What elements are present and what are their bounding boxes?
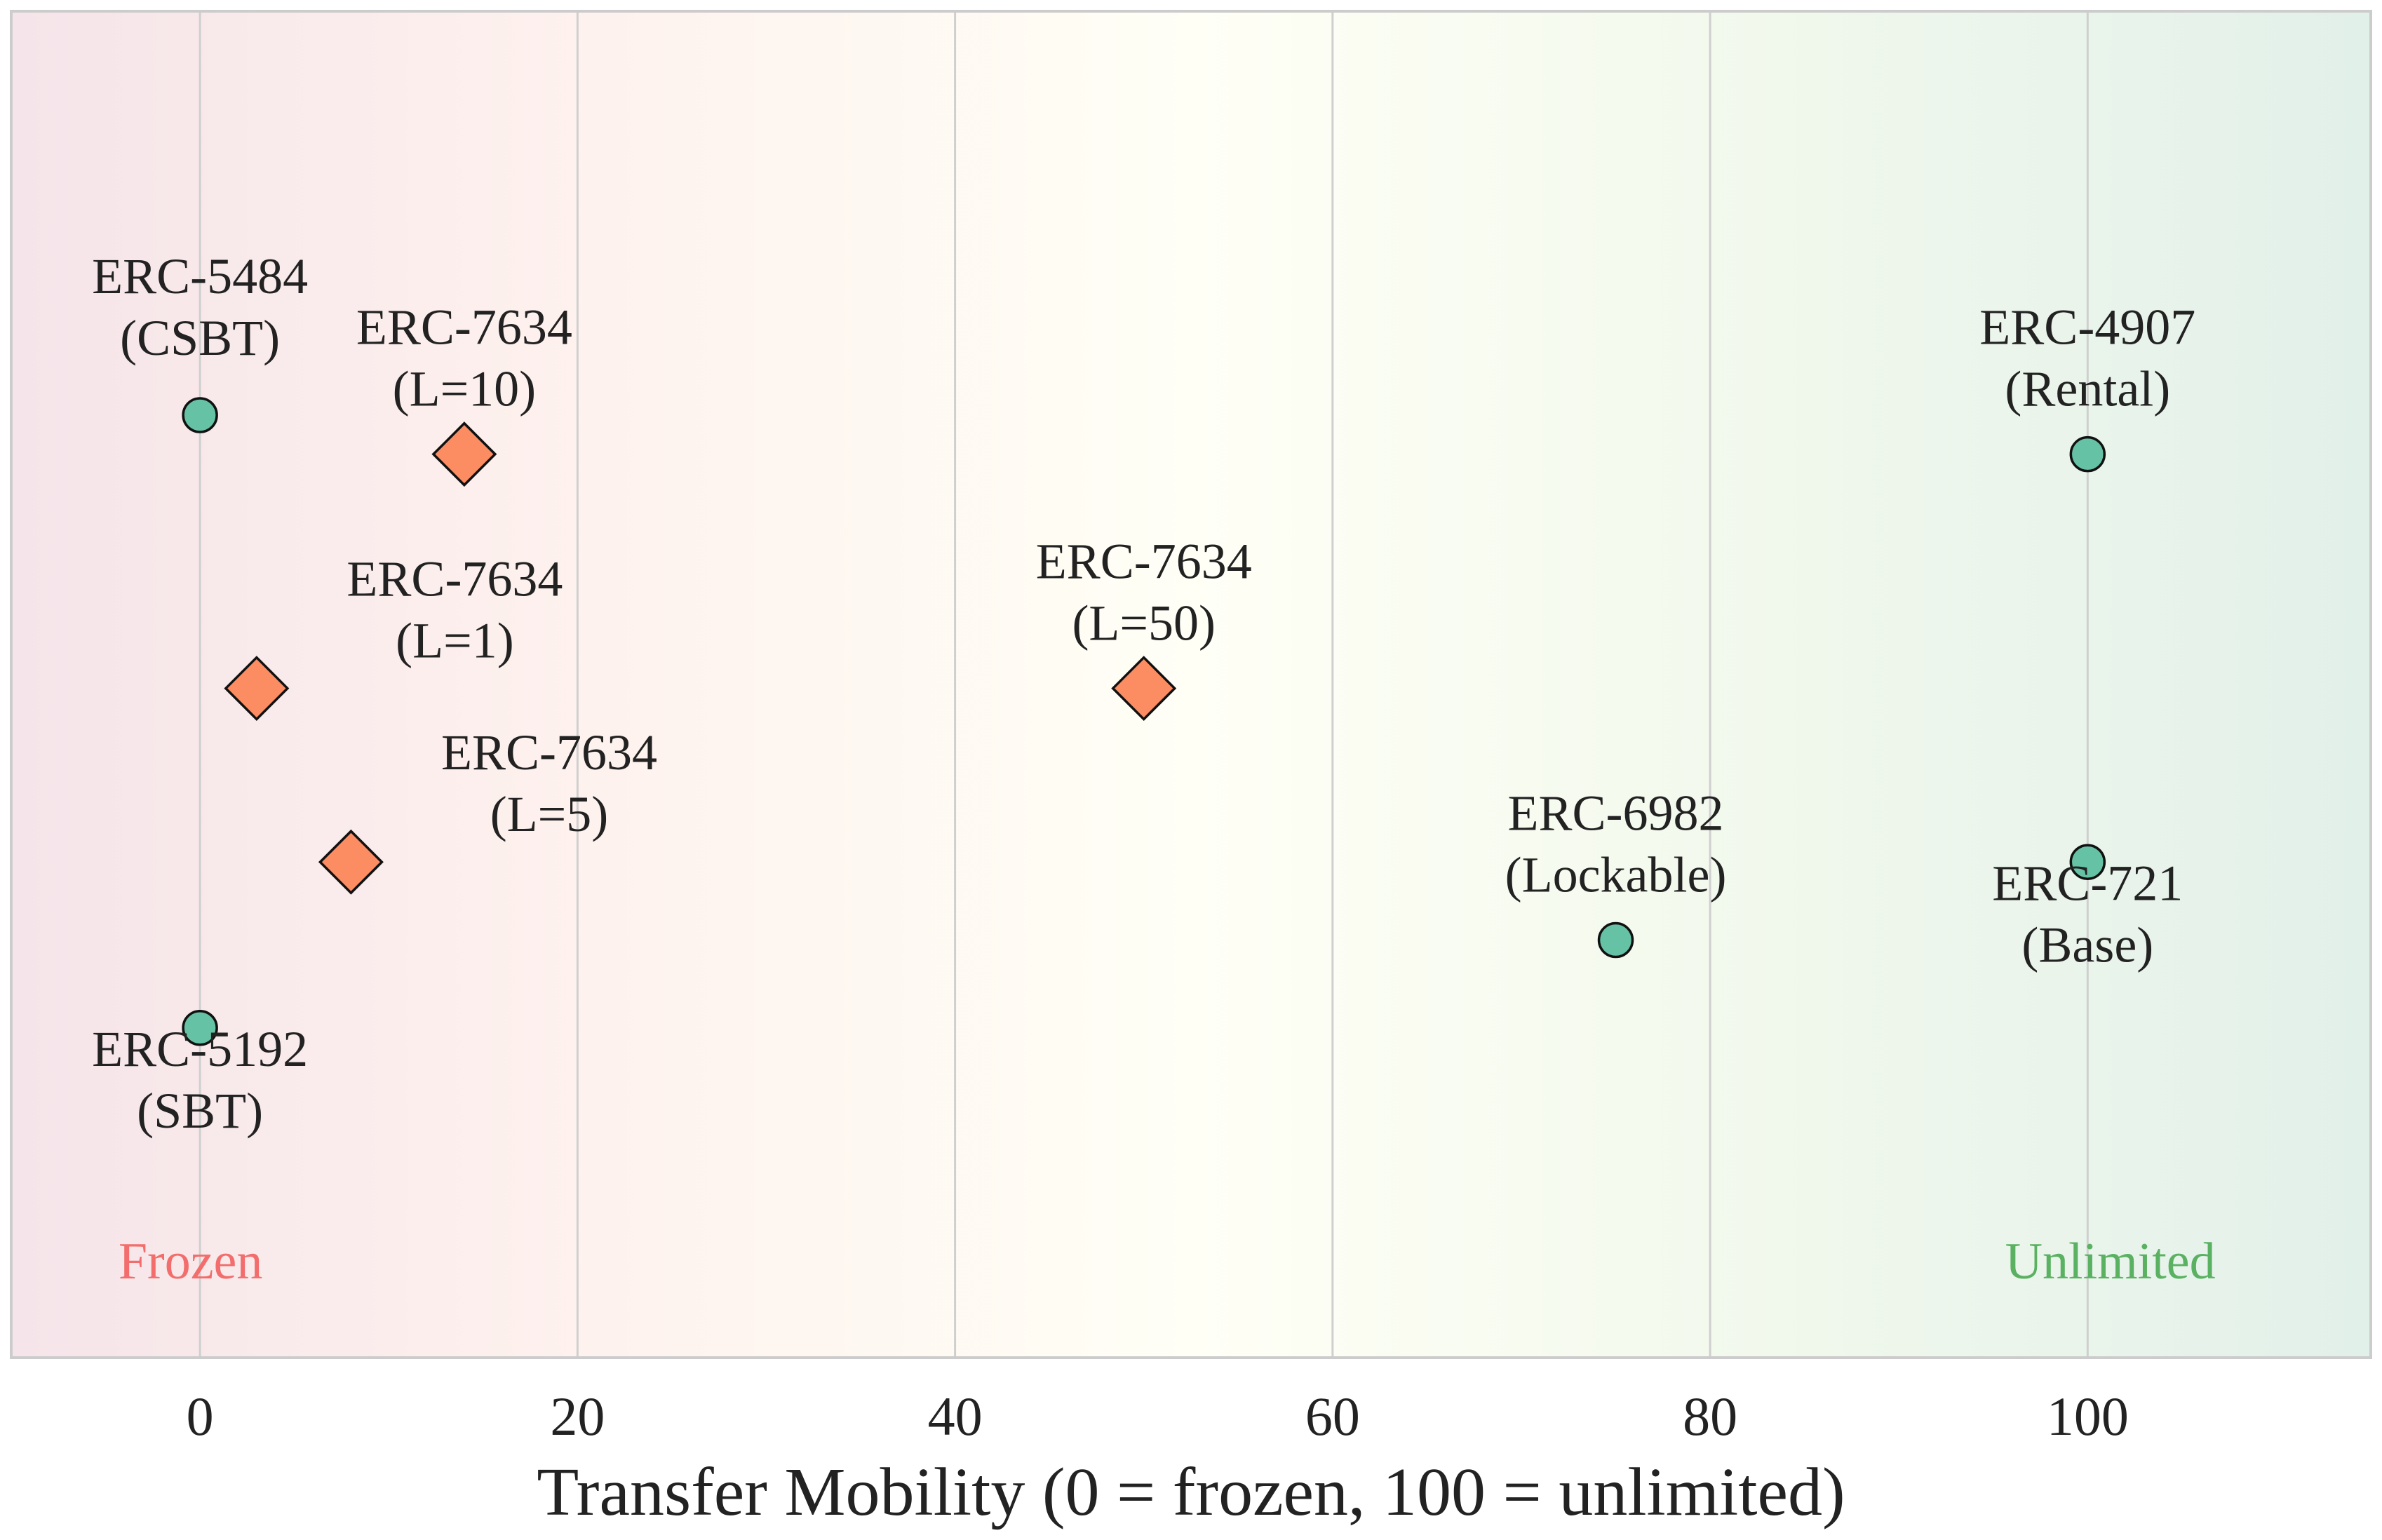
x-tick-label: 40 [928, 1386, 983, 1447]
point-label-line: ERC-6982 [1508, 785, 1724, 841]
point-label: ERC-7634(L=1) [346, 551, 563, 668]
point-label-line: (L=1) [396, 612, 514, 668]
point-label-line: ERC-4907 [1979, 299, 2195, 356]
point-label-line: ERC-721 [1992, 856, 2183, 912]
data-point-circle [182, 397, 218, 433]
data-point-circle [182, 1009, 218, 1046]
point-label: ERC-4907(Rental) [1979, 299, 2195, 417]
data-point-circle [2069, 435, 2106, 473]
point-label: ERC-5192 (SBT) [92, 1021, 308, 1139]
point-label: ERC-7634(L=10) [356, 299, 572, 417]
data-point-circle [2069, 844, 2106, 880]
x-axis-title: Transfer Mobility (0 = frozen, 100 = unl… [537, 1454, 1845, 1530]
point-label-line: ERC-7634 [1036, 533, 1252, 589]
data-point-diamond [1111, 656, 1177, 722]
point-label-line: (L=10) [393, 361, 537, 417]
x-tick-labels: 0 20 40 60 80 100 [187, 1386, 2129, 1447]
point-label-line: (Rental) [2005, 361, 2170, 417]
point-label-line: (CSBT) [120, 310, 280, 366]
point-label-line: ERC-7634 [356, 299, 572, 356]
grid-lines [198, 11, 2089, 1358]
x-tick-label: 0 [187, 1386, 214, 1447]
point-label-line: ERC-5484 [92, 248, 308, 304]
region-label-unlimited: Unlimited [2005, 1233, 2216, 1290]
plot-background [11, 11, 2371, 1358]
point-label: ERC-7634(L=5) [441, 724, 657, 842]
region-label-frozen: Frozen [119, 1233, 263, 1290]
point-label: ERC-6982(Lockable) [1505, 785, 1727, 903]
x-tick-label: 20 [550, 1386, 605, 1447]
x-tick-label: 100 [2047, 1386, 2129, 1447]
point-label-line: ERC-5192 [92, 1021, 308, 1077]
point-label: ERC-721(Base) [1992, 856, 2183, 973]
point-label-line: ERC-7634 [441, 724, 657, 781]
point-label-line: (L=5) [490, 786, 609, 842]
plot-frame [10, 10, 2372, 1359]
region-labels: Frozen Unlimited [119, 1233, 2216, 1290]
point-label-line: (SBT) [137, 1083, 263, 1139]
point-label-line: ERC-7634 [346, 551, 563, 607]
data-point-diamond [318, 829, 384, 895]
data-point-diamond [224, 656, 290, 722]
point-label: ERC-7634 (L=50) [1036, 533, 1252, 651]
x-tick-label: 60 [1305, 1386, 1360, 1447]
data-point-circle [1597, 921, 1634, 959]
point-label-line: (Lockable) [1505, 846, 1727, 903]
point-label-line: (L=50) [1072, 595, 1216, 651]
point-label: ERC-5484 (CSBT) [92, 248, 308, 366]
point-label-line: (Base) [2021, 917, 2153, 973]
x-tick-label: 80 [1683, 1386, 1737, 1447]
data-points [182, 397, 2106, 1046]
data-point-diamond [431, 421, 497, 487]
point-labels: ERC-5484 (CSBT) ERC-4907(Rental) ERC-5192 (S… [92, 248, 2195, 1139]
